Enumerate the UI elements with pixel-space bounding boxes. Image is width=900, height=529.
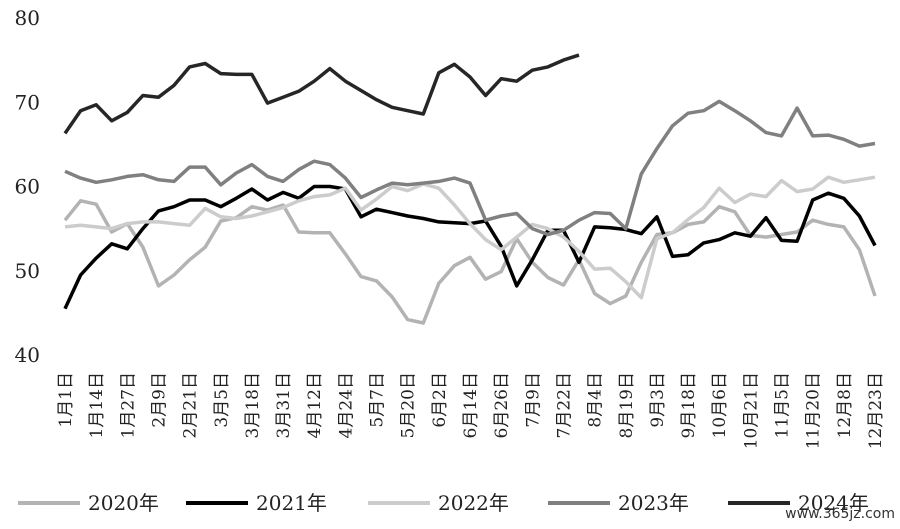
x-tick-label: 2月9日 — [149, 372, 169, 428]
x-tick-label: 1月14日 — [87, 372, 107, 438]
x-tick-label: 4月24日 — [336, 372, 356, 438]
x-tick-label: 10月21日 — [741, 372, 761, 449]
series-line — [63, 53, 580, 135]
y-tick-label: 40 — [15, 343, 40, 367]
x-tick-label: 4月12日 — [305, 372, 325, 438]
x-tick-label: 11月20日 — [804, 372, 824, 449]
x-tick-label: 12月23日 — [866, 372, 886, 449]
series-line — [63, 199, 877, 325]
x-tick-label: 12月8日 — [835, 372, 855, 438]
legend-label: 2023年 — [618, 491, 689, 515]
watermark: www.365jz.com — [785, 506, 895, 522]
x-tick-label: 11月5日 — [773, 372, 793, 438]
series-line — [63, 184, 877, 310]
legend-label: 2021年 — [256, 491, 327, 515]
x-tick-label: 6月2日 — [430, 372, 450, 428]
x-tick-label: 7月22日 — [554, 372, 574, 438]
x-tick-label: 8月4日 — [586, 372, 606, 428]
y-tick-label: 70 — [15, 90, 40, 114]
x-tick-label: 3月5日 — [212, 372, 232, 428]
x-tick-label: 9月3日 — [648, 372, 668, 428]
y-tick-label: 50 — [15, 259, 40, 283]
x-tick-label: 1月1日 — [56, 372, 76, 428]
legend-label: 2024年 — [798, 491, 869, 515]
x-tick-label: 9月18日 — [679, 372, 699, 438]
x-tick-label: 7月9日 — [523, 372, 543, 428]
x-tick-label: 1月27日 — [118, 372, 138, 438]
x-tick-label: 5月7日 — [368, 372, 388, 428]
x-tick-label: 10月6日 — [710, 372, 730, 438]
x-tick-label: 8月19日 — [617, 372, 637, 438]
x-tick-label: 3月31日 — [274, 372, 294, 438]
x-tick-label: 6月14日 — [461, 372, 481, 438]
x-tick-label: 3月18日 — [243, 372, 263, 438]
x-tick-label: 6月26日 — [492, 372, 512, 438]
legend-label: 2020年 — [88, 491, 159, 515]
legend-label: 2022年 — [438, 491, 509, 515]
x-tick-label: 2月21日 — [181, 372, 201, 438]
series-line — [64, 99, 876, 237]
y-tick-label: 80 — [15, 6, 40, 30]
y-tick-label: 60 — [15, 175, 40, 199]
series-line — [64, 175, 876, 300]
x-tick-label: 5月20日 — [399, 372, 419, 438]
